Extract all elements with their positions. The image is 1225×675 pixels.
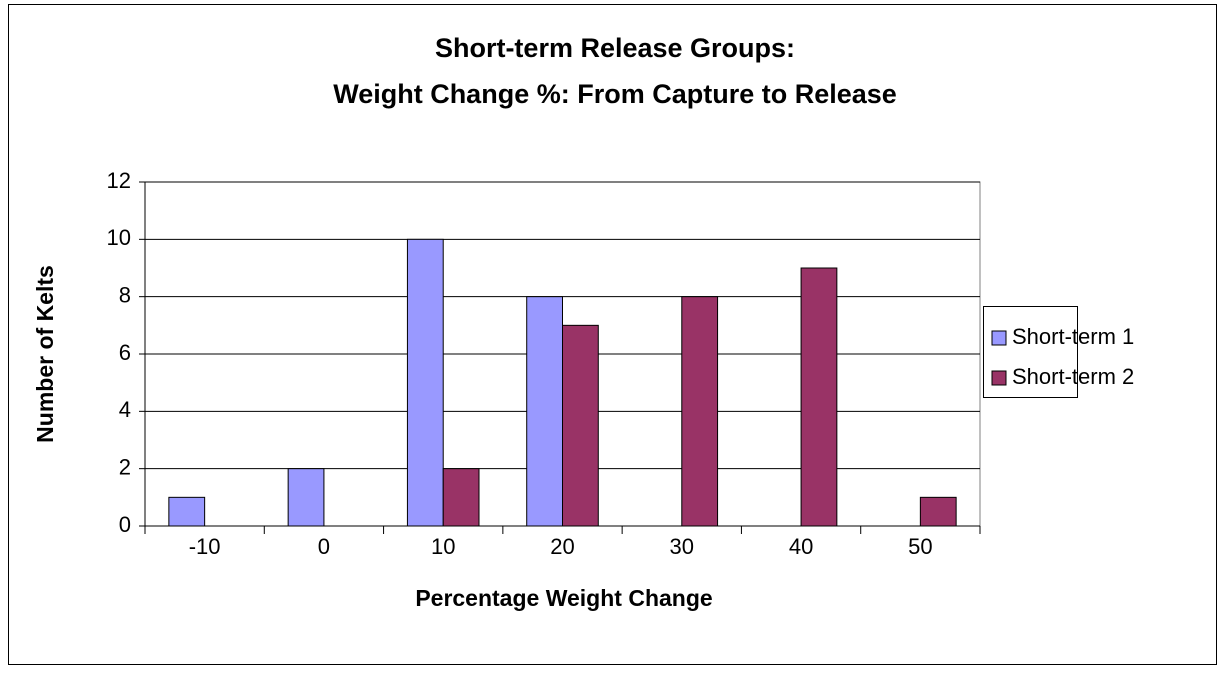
x-tick-label: 50 (908, 534, 932, 559)
y-tick-label: 10 (107, 225, 131, 250)
x-tick-label: 0 (318, 534, 330, 559)
bar (681, 296, 719, 527)
bar (919, 496, 957, 527)
bar (442, 468, 480, 527)
bar (562, 324, 599, 527)
y-tick-label: 0 (119, 512, 131, 537)
legend-swatch (991, 370, 1007, 386)
x-tick-label: 40 (789, 534, 813, 559)
x-axis-title: Percentage Weight Change (415, 585, 712, 611)
y-tick-label: 12 (107, 168, 131, 193)
x-tick-label: -10 (189, 534, 221, 559)
x-tick-label: 10 (431, 534, 455, 559)
y-tick-label: 4 (119, 397, 131, 422)
chart-title: Short-term Release Groups: (435, 33, 795, 63)
legend-label: Short-term 1 (1012, 324, 1134, 349)
y-tick-label: 6 (119, 340, 131, 365)
y-tick-label: 8 (119, 282, 131, 307)
y-tick-label: 2 (119, 454, 131, 479)
y-axis-title: Number of Kelts (32, 265, 58, 443)
bar (287, 468, 325, 527)
bar (168, 496, 206, 527)
legend-swatch (991, 330, 1007, 346)
bar (526, 296, 564, 527)
bar (800, 267, 838, 527)
x-tick-label: 30 (670, 534, 694, 559)
x-tick-label: 20 (550, 534, 574, 559)
chart-title: Weight Change %: From Capture to Release (333, 79, 897, 109)
legend-label: Short-term 2 (1012, 364, 1134, 389)
bar (406, 238, 444, 527)
